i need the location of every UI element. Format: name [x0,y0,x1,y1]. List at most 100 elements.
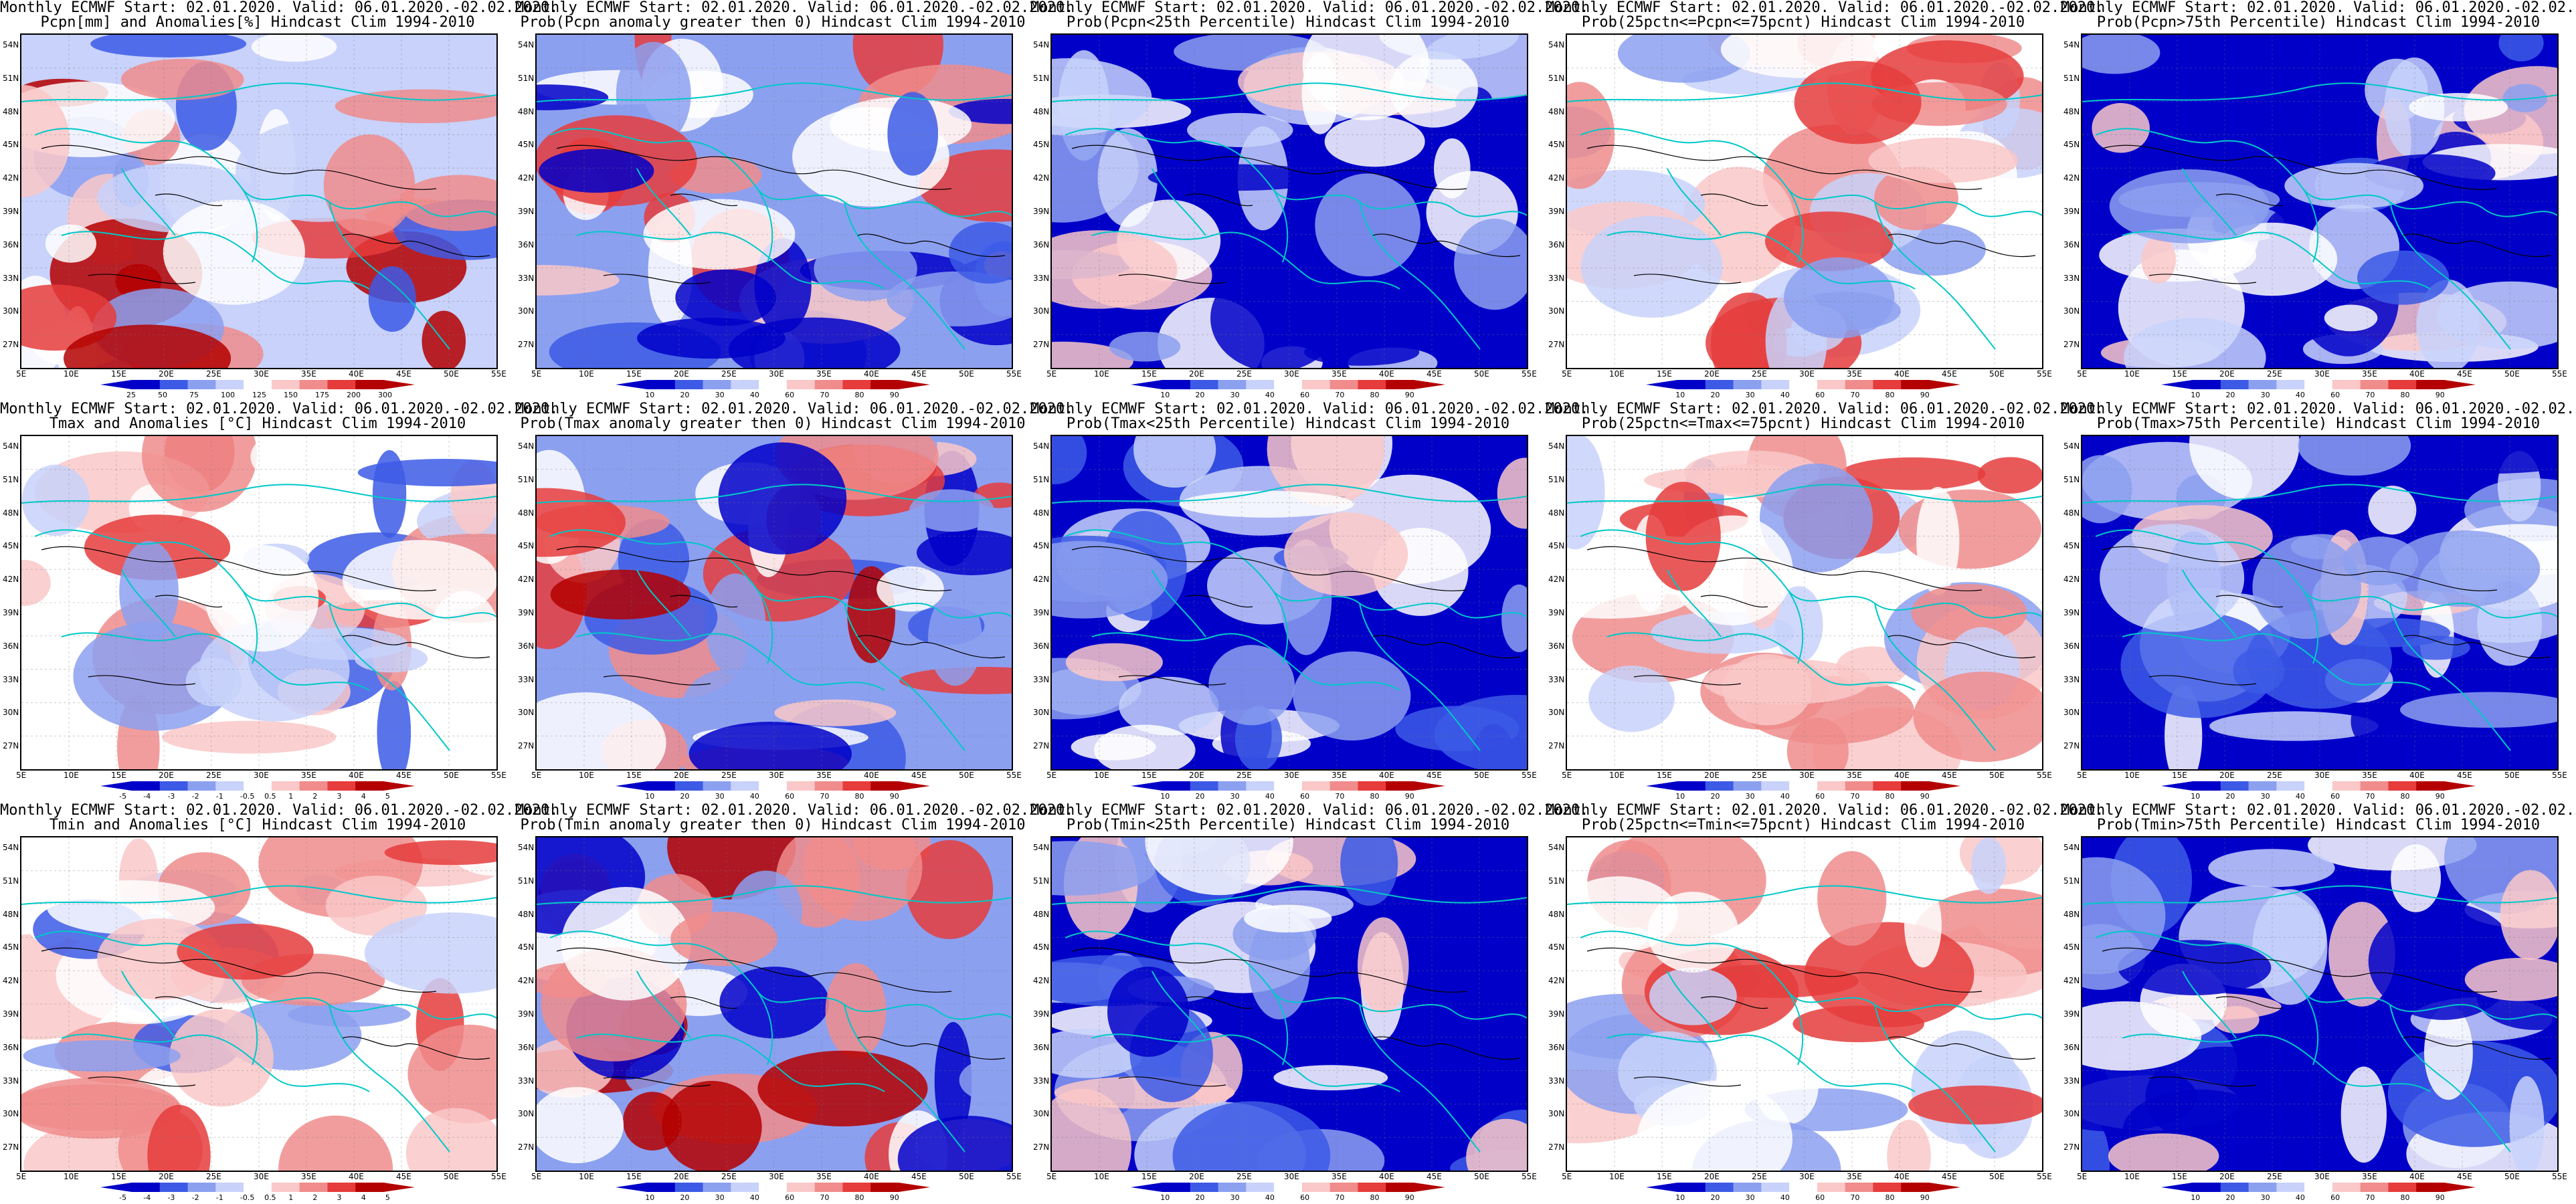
lat-tick-label: 48N [3,106,19,116]
lat-tick-label: 33N [3,1076,19,1086]
lon-tick-label: 40E [2409,1172,2425,1181]
lon-tick-label: 15E [626,369,642,379]
lat-tick-label: 39N [2063,1009,2080,1019]
lat-tick-label: 42N [3,173,19,183]
map-area [2081,33,2559,369]
colorbar-tick-label: 25 [126,391,136,399]
lon-tick-label: 35E [1331,369,1347,379]
lat-tick-label: 33N [1033,273,1050,283]
colorbar [1646,380,1960,389]
lat-tick-label: 51N [1033,73,1050,83]
lat-tick-label: 27N [1033,1142,1050,1152]
lon-tick-label: 25E [2267,1172,2282,1181]
colorbar-tick-label: 80 [2400,792,2410,801]
lon-tick-label: 50E [2504,369,2520,379]
lon-tick-label: 30E [1284,1172,1299,1181]
lat-tick-label: 36N [2063,239,2080,249]
colorbar-tick-label: 90 [1404,391,1414,399]
lon-tick-label: 15E [2172,369,2187,379]
lat-tick-label: 27N [2063,741,2080,751]
lat-tick-label: 45N [2063,140,2080,150]
lon-tick-label: 10E [579,771,594,780]
lon-tick-label: 10E [1609,1172,1625,1181]
colorbar-tick-label: 2 [312,1193,318,1202]
map-fill-layer [21,436,496,769]
panel-title-line2: Prob(Tmax>75th Percentile) Hindcast Clim… [2096,415,2541,432]
colorbar-tick-label: 20 [1195,1193,1205,1202]
lon-tick-label: 35E [2362,771,2377,780]
colorbar-tick-label: 20 [2225,391,2235,399]
lat-tick-label: 36N [3,1042,19,1052]
lon-tick-label: 55E [1522,1172,1537,1181]
colorbar-tick-label: 20 [680,391,690,399]
lat-tick-label: 39N [2063,608,2080,617]
colorbar-tick-label: 40 [2295,792,2305,801]
lon-tick-label: 45E [2457,1172,2472,1181]
lon-tick-label: 50E [1989,1172,2005,1181]
lat-tick-label: 51N [2063,876,2080,886]
lat-tick-label: 48N [518,909,535,919]
lat-tick-label: 48N [2063,508,2080,518]
lon-tick-label: 35E [2362,1172,2377,1181]
colorbar-tick-label: 90 [1920,391,1930,399]
lon-tick-label: 5E [16,369,27,379]
colorbar [1646,1183,1960,1192]
forecast-map-panel: Monthly ECMWF Start: 02.01.2020. Valid: … [2061,401,2576,803]
forecast-map-panel: Monthly ECMWF Start: 02.01.2020. Valid: … [2061,0,2576,401]
lat-tick-label: 27N [1548,741,1565,751]
colorbar-tick-label: 80 [1370,1193,1380,1202]
colorbar-tick-label: 70 [2365,391,2375,399]
lat-tick-label: 27N [1033,741,1050,751]
colorbar-tick-label: -5 [119,792,127,801]
forecast-map-panel: Monthly ECMWF Start: 02.01.2020. Valid: … [0,0,558,401]
map-fill-layer [21,837,496,1171]
colorbar-tick-label: 70 [1335,391,1345,399]
lat-tick-label: 36N [518,641,535,651]
colorbar-tick-label: 30 [2260,1193,2270,1202]
forecast-map-panel: Monthly ECMWF Start: 02.01.2020. Valid: … [515,0,1073,401]
lat-tick-label: 36N [518,1042,535,1052]
lat-tick-label: 48N [1548,508,1565,518]
colorbar-tick-label: 20 [1710,792,1720,801]
map-area [20,836,498,1172]
colorbar-tick-label: -1 [215,1193,223,1202]
lon-tick-label: 45E [1427,1172,1442,1181]
forecast-map-panel: Monthly ECMWF Start: 02.01.2020. Valid: … [1546,401,2104,803]
colorbar-tick-label: 80 [854,792,864,801]
lat-tick-label: 36N [1548,239,1565,249]
colorbar-tick-label: 30 [715,391,725,399]
colorbar-tick-label: 30 [1745,792,1755,801]
lon-tick-label: 45E [1942,771,1957,780]
lon-tick-label: 10E [2124,1172,2140,1181]
lat-tick-label: 30N [3,1109,19,1119]
lon-tick-label: 30E [769,771,784,780]
lat-tick-label: 48N [1033,909,1050,919]
colorbar-tick-label: 60 [1815,391,1825,399]
lat-tick-label: 27N [1033,340,1050,350]
lat-tick-label: 42N [1033,173,1050,183]
lat-tick-label: 54N [1548,40,1565,49]
lon-tick-label: 50E [2504,1172,2520,1181]
colorbar-tick-label: 30 [1230,391,1240,399]
colorbar-tick-label: 80 [1370,792,1380,801]
lon-tick-label: 15E [111,1172,126,1181]
colorbar-tick-label: 90 [2435,391,2445,399]
lon-tick-label: 45E [911,369,927,379]
lon-tick-label: 20E [159,1172,174,1181]
lon-tick-label: 50E [444,1172,459,1181]
lat-tick-label: 45N [3,942,19,952]
lat-tick-label: 39N [1033,1009,1050,1019]
lon-tick-label: 40E [864,771,879,780]
lon-tick-label: 5E [531,771,542,780]
colorbar-tick-label: 10 [2191,391,2201,399]
colorbar-tick-label: 80 [2400,1193,2410,1202]
colorbar-tick-label: 10 [1675,391,1685,399]
lat-tick-label: 33N [3,674,19,684]
panel-title-line1: Monthly ECMWF Start: 02.01.2020. Valid: … [2061,0,2576,16]
lat-tick-label: 36N [2063,641,2080,651]
lon-tick-label: 20E [1189,1172,1204,1181]
lat-tick-label: 39N [2063,207,2080,216]
lat-tick-label: 51N [3,73,19,83]
forecast-map-panel: Monthly ECMWF Start: 02.01.2020. Valid: … [1546,803,2104,1204]
colorbar-tick-label: 70 [1850,792,1860,801]
